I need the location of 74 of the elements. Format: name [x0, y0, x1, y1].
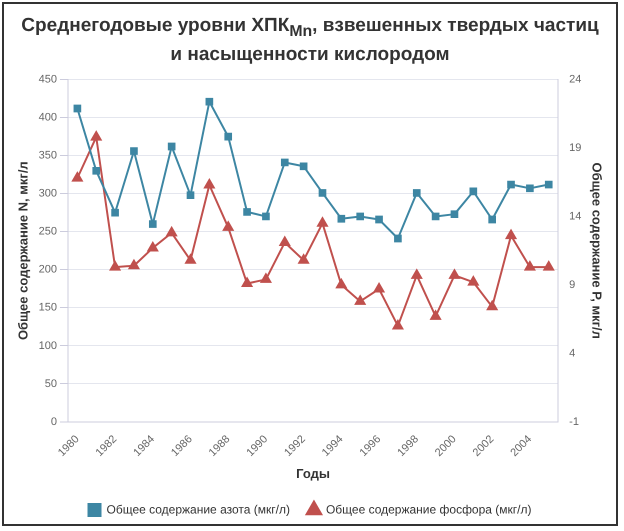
- y-tick-label: 150: [38, 302, 57, 314]
- point: [298, 254, 309, 264]
- y-axis-title: Общее содержание N, мкг/л: [15, 161, 30, 340]
- legend-label: Общее содержание фосфора (мкг/л): [326, 502, 532, 516]
- point: [374, 282, 384, 292]
- y2-axis-title: Общее содержание P, мкг/л: [590, 162, 605, 339]
- point: [488, 215, 496, 224]
- point: [449, 269, 460, 279]
- point: [318, 188, 326, 197]
- y-tick-label: 0: [50, 416, 57, 428]
- point: [92, 166, 100, 174]
- point: [224, 132, 232, 140]
- point: [72, 172, 83, 182]
- point: [300, 162, 308, 170]
- y2-tick-label: 9: [569, 278, 576, 291]
- point: [543, 260, 554, 270]
- y-tick-label: 50: [44, 378, 57, 390]
- point: [411, 269, 422, 279]
- point: [166, 226, 177, 236]
- point: [110, 260, 120, 270]
- point: [186, 191, 194, 199]
- point: [469, 187, 478, 195]
- point: [507, 180, 515, 188]
- point: [148, 220, 157, 228]
- point: [430, 310, 441, 320]
- y2-tick-label: 4: [569, 347, 576, 360]
- point: [111, 208, 119, 216]
- point: [356, 212, 364, 220]
- point: [412, 188, 421, 197]
- point: [432, 212, 440, 220]
- y-tick-label: 450: [38, 73, 57, 86]
- point: [450, 210, 458, 218]
- y2-tick-label: 19: [569, 142, 582, 154]
- x-axis-title: Годы: [296, 466, 330, 481]
- point: [74, 104, 82, 112]
- point: [243, 208, 251, 216]
- point: [185, 254, 196, 264]
- point: [128, 260, 140, 270]
- point: [526, 184, 534, 192]
- point: [262, 212, 270, 220]
- point: [524, 260, 536, 270]
- legend-label: Общее содержание азота (мкг/л): [106, 502, 290, 516]
- point: [544, 180, 553, 188]
- point: [338, 214, 346, 222]
- y-tick-label: 100: [38, 340, 57, 352]
- y-tick-label: 250: [38, 226, 57, 238]
- point: [130, 147, 138, 155]
- y-tick-label: 400: [38, 111, 57, 124]
- point: [147, 242, 158, 252]
- point: [260, 273, 272, 283]
- point: [280, 158, 289, 166]
- y-tick-label: 200: [38, 264, 57, 276]
- point: [375, 215, 383, 224]
- point: [90, 130, 102, 140]
- point: [506, 229, 516, 239]
- point: [468, 276, 479, 286]
- y2-tick-label: -1: [569, 416, 579, 428]
- y2-tick-label: 24: [569, 73, 582, 86]
- point: [486, 300, 498, 310]
- point: [204, 178, 215, 188]
- point: [168, 142, 176, 150]
- point: [354, 295, 366, 305]
- point: [336, 278, 347, 288]
- point: [394, 234, 402, 242]
- y-tick-label: 350: [38, 149, 57, 162]
- chart-title: Среднегодовые уровни ХПК$_{Mn}$, взвешенных твердых частиц и насыщенности кислородом: [20, 14, 600, 66]
- point: [392, 320, 404, 330]
- point: [222, 221, 234, 231]
- y2-tick-label: 14: [569, 210, 582, 222]
- point: [206, 98, 214, 106]
- y-tick-label: 300: [38, 187, 57, 200]
- point: [317, 217, 328, 227]
- point: [279, 236, 290, 246]
- point: [242, 277, 252, 287]
